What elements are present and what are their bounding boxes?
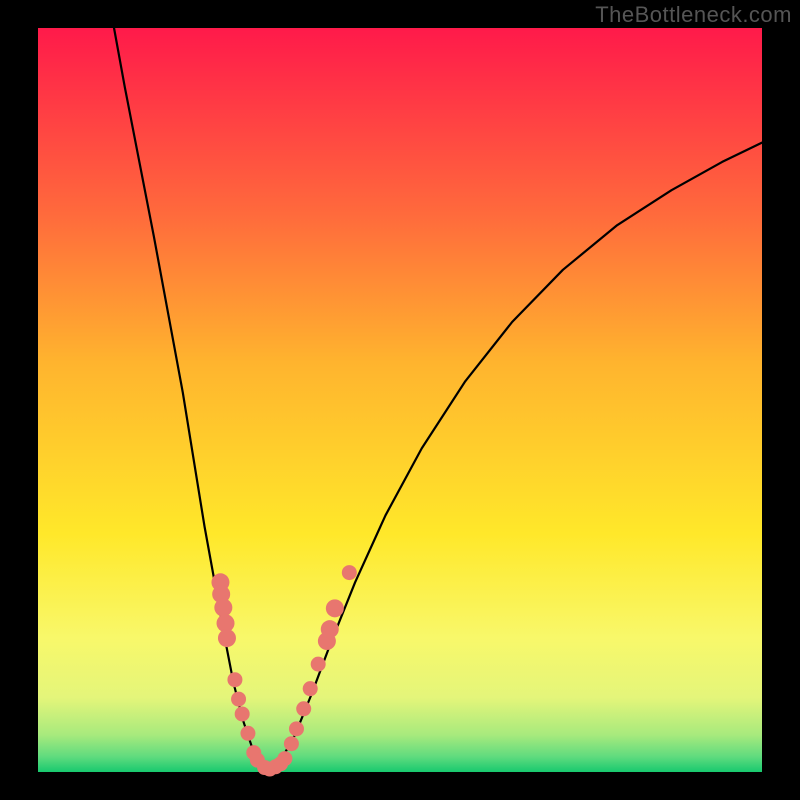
data-point	[296, 701, 311, 716]
data-point	[277, 751, 292, 766]
data-point	[218, 629, 236, 647]
data-point	[311, 657, 326, 672]
data-point	[214, 599, 232, 617]
data-point	[321, 620, 339, 638]
data-point	[289, 721, 304, 736]
data-point	[284, 736, 299, 751]
plot-area	[38, 28, 762, 772]
data-point	[303, 681, 318, 696]
watermark-text: TheBottleneck.com	[595, 2, 792, 28]
data-point	[240, 726, 255, 741]
data-point	[235, 706, 250, 721]
data-point	[227, 672, 242, 687]
bottleneck-chart	[0, 0, 800, 800]
data-point	[231, 692, 246, 707]
data-point	[326, 599, 344, 617]
data-point	[342, 565, 357, 580]
